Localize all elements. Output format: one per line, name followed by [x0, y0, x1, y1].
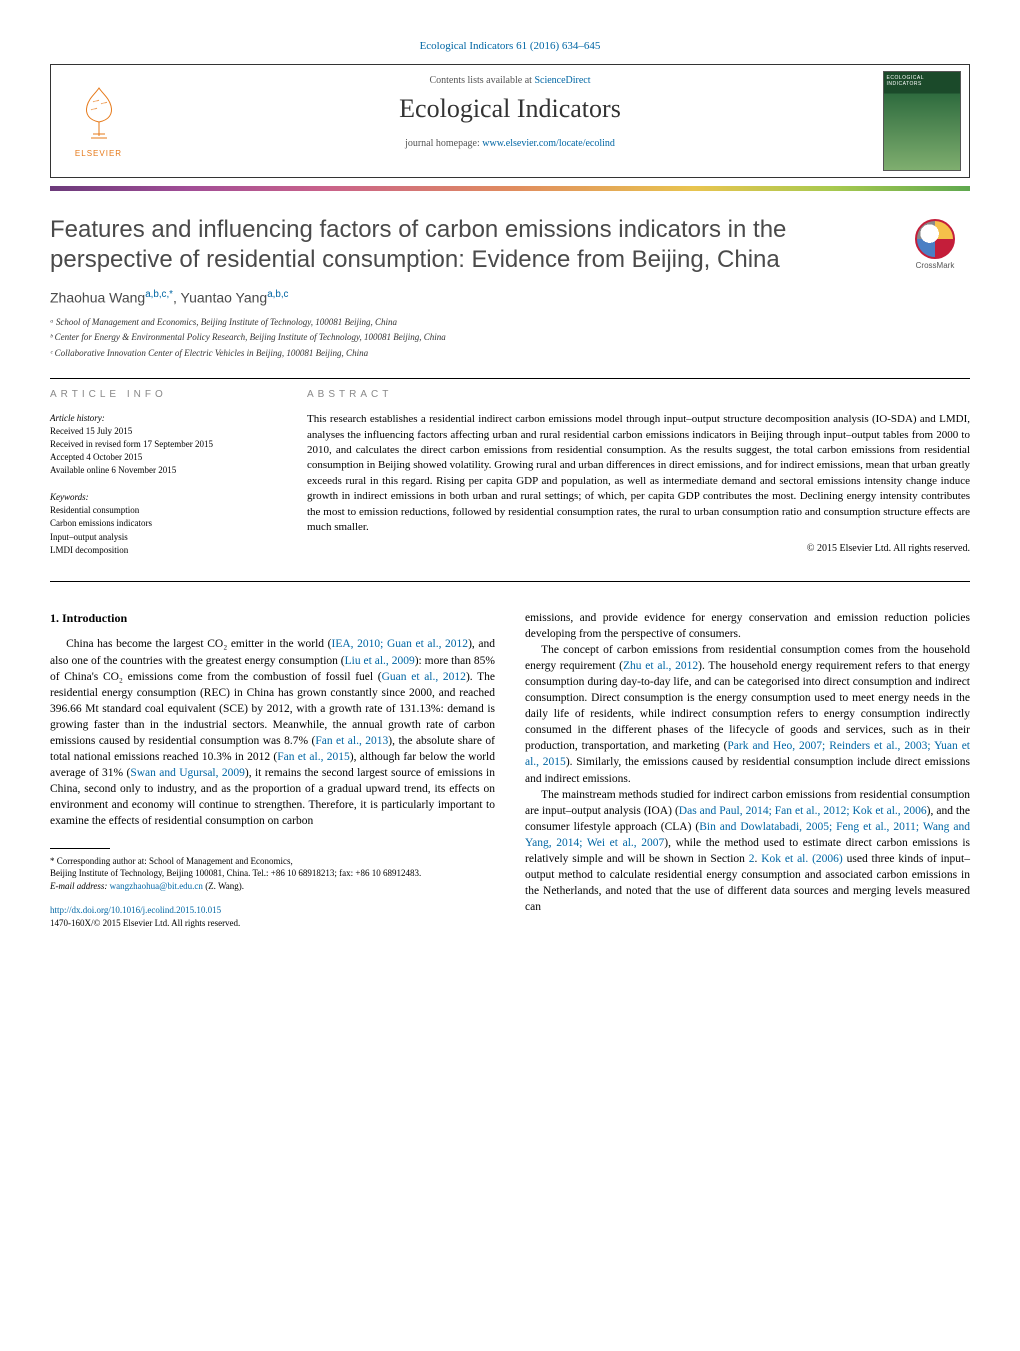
paragraph-2: emissions, and provide evidence for ener…	[525, 610, 970, 642]
issn-copyright: 1470-160X/© 2015 Elsevier Ltd. All right…	[50, 917, 495, 930]
elsevier-label: ELSEVIER	[75, 149, 123, 158]
citation-link[interactable]: Kok et al. (2006)	[761, 853, 843, 865]
author-2-affil-sup[interactable]: a,b,c	[267, 289, 288, 300]
article-title: Features and influencing factors of carb…	[50, 215, 970, 275]
paragraph-4: The mainstream methods studied for indir…	[525, 787, 970, 916]
corr-label: * Corresponding author at: School of Man…	[50, 855, 495, 868]
homepage-prefix: journal homepage:	[405, 138, 482, 149]
divider	[50, 378, 970, 379]
citation-link[interactable]: Fan et al., 2015	[277, 751, 350, 763]
history-heading: Article history:	[50, 412, 275, 425]
article-history-block: Article history: Received 15 July 2015 R…	[50, 412, 275, 477]
abstract-copyright: © 2015 Elsevier Ltd. All rights reserved…	[307, 543, 970, 554]
keyword-1: Residential consumption	[50, 504, 275, 517]
keywords-block: Keywords: Residential consumption Carbon…	[50, 491, 275, 556]
homepage-link[interactable]: www.elsevier.com/locate/ecolind	[482, 138, 615, 149]
email-attribution: (Z. Wang).	[203, 881, 244, 891]
citation-link[interactable]: Swan and Ugursal, 2009	[130, 767, 245, 779]
citation-link[interactable]: Fan et al., 2013	[315, 735, 388, 747]
author-1: Zhaohua Wang	[50, 290, 145, 306]
citation-link[interactable]: Das and Paul, 2014; Fan et al., 2012; Ko…	[679, 805, 927, 817]
affiliation-a: ᵃ School of Management and Economics, Be…	[50, 316, 970, 330]
section-heading-1: 1. Introduction	[50, 610, 495, 627]
corresponding-author-footnote: * Corresponding author at: School of Man…	[50, 855, 495, 893]
author-2: Yuantao Yang	[181, 290, 268, 306]
journal-reference: Ecological Indicators 61 (2016) 634–645	[50, 40, 970, 52]
crossmark-label: CrossMark	[900, 261, 970, 270]
corr-address: Beijing Institute of Technology, Beijing…	[50, 867, 495, 880]
sciencedirect-link[interactable]: ScienceDirect	[534, 75, 590, 86]
cover-thumbnail-cell	[874, 65, 969, 177]
keyword-3: Input–output analysis	[50, 531, 275, 544]
revised-date: Received in revised form 17 September 20…	[50, 438, 275, 451]
citation-link[interactable]: IEA, 2010; Guan et al., 2012	[332, 638, 469, 650]
doi-block: http://dx.doi.org/10.1016/j.ecolind.2015…	[50, 904, 495, 929]
footnote-rule	[50, 848, 110, 849]
affiliation-c: ᶜ Collaborative Innovation Center of Ele…	[50, 347, 970, 361]
divider	[50, 581, 970, 582]
authors-line: Zhaohua Wanga,b,c,*, Yuantao Yanga,b,c	[50, 289, 970, 306]
email-label: E-mail address:	[50, 881, 110, 891]
elsevier-tree-icon	[75, 84, 123, 142]
keyword-4: LMDI decomposition	[50, 544, 275, 557]
online-date: Available online 6 November 2015	[50, 464, 275, 477]
doi-link[interactable]: http://dx.doi.org/10.1016/j.ecolind.2015…	[50, 904, 495, 917]
column-right: emissions, and provide evidence for ener…	[525, 610, 970, 930]
citation-link[interactable]: Liu et al., 2009	[345, 655, 415, 667]
column-left: 1. Introduction China has become the lar…	[50, 610, 495, 930]
accepted-date: Accepted 4 October 2015	[50, 451, 275, 464]
citation-link[interactable]: Guan et al., 2012	[382, 671, 466, 683]
contents-prefix: Contents lists available at	[429, 75, 534, 86]
abstract-text: This research establishes a residential …	[307, 412, 970, 535]
contents-line: Contents lists available at ScienceDirec…	[156, 75, 864, 86]
citation-link[interactable]: Zhu et al., 2012	[623, 660, 698, 672]
gradient-divider	[50, 186, 970, 191]
affiliation-b: ᵇ Center for Energy & Environmental Poli…	[50, 331, 970, 345]
email-link[interactable]: wangzhaohua@bit.edu.cn	[110, 881, 203, 891]
crossmark-icon	[915, 219, 955, 259]
journal-header: ELSEVIER Contents lists available at Sci…	[50, 64, 970, 178]
author-1-affil-sup[interactable]: a,b,c,*	[145, 289, 173, 300]
body-two-column: 1. Introduction China has become the lar…	[50, 610, 970, 930]
journal-name: Ecological Indicators	[156, 94, 864, 124]
publisher-logo-cell: ELSEVIER	[51, 65, 146, 177]
author-separator: ,	[173, 290, 181, 306]
paragraph-1: China has become the largest CO₂ emitter…	[50, 636, 495, 829]
received-date: Received 15 July 2015	[50, 425, 275, 438]
keywords-heading: Keywords:	[50, 491, 275, 504]
article-info-label: ARTICLE INFO	[50, 389, 275, 400]
homepage-line: journal homepage: www.elsevier.com/locat…	[156, 138, 864, 149]
journal-cover-thumbnail	[883, 71, 961, 171]
crossmark-badge[interactable]: CrossMark	[900, 219, 970, 270]
abstract-label: ABSTRACT	[307, 389, 970, 400]
keyword-2: Carbon emissions indicators	[50, 517, 275, 530]
paragraph-3: The concept of carbon emissions from res…	[525, 642, 970, 787]
